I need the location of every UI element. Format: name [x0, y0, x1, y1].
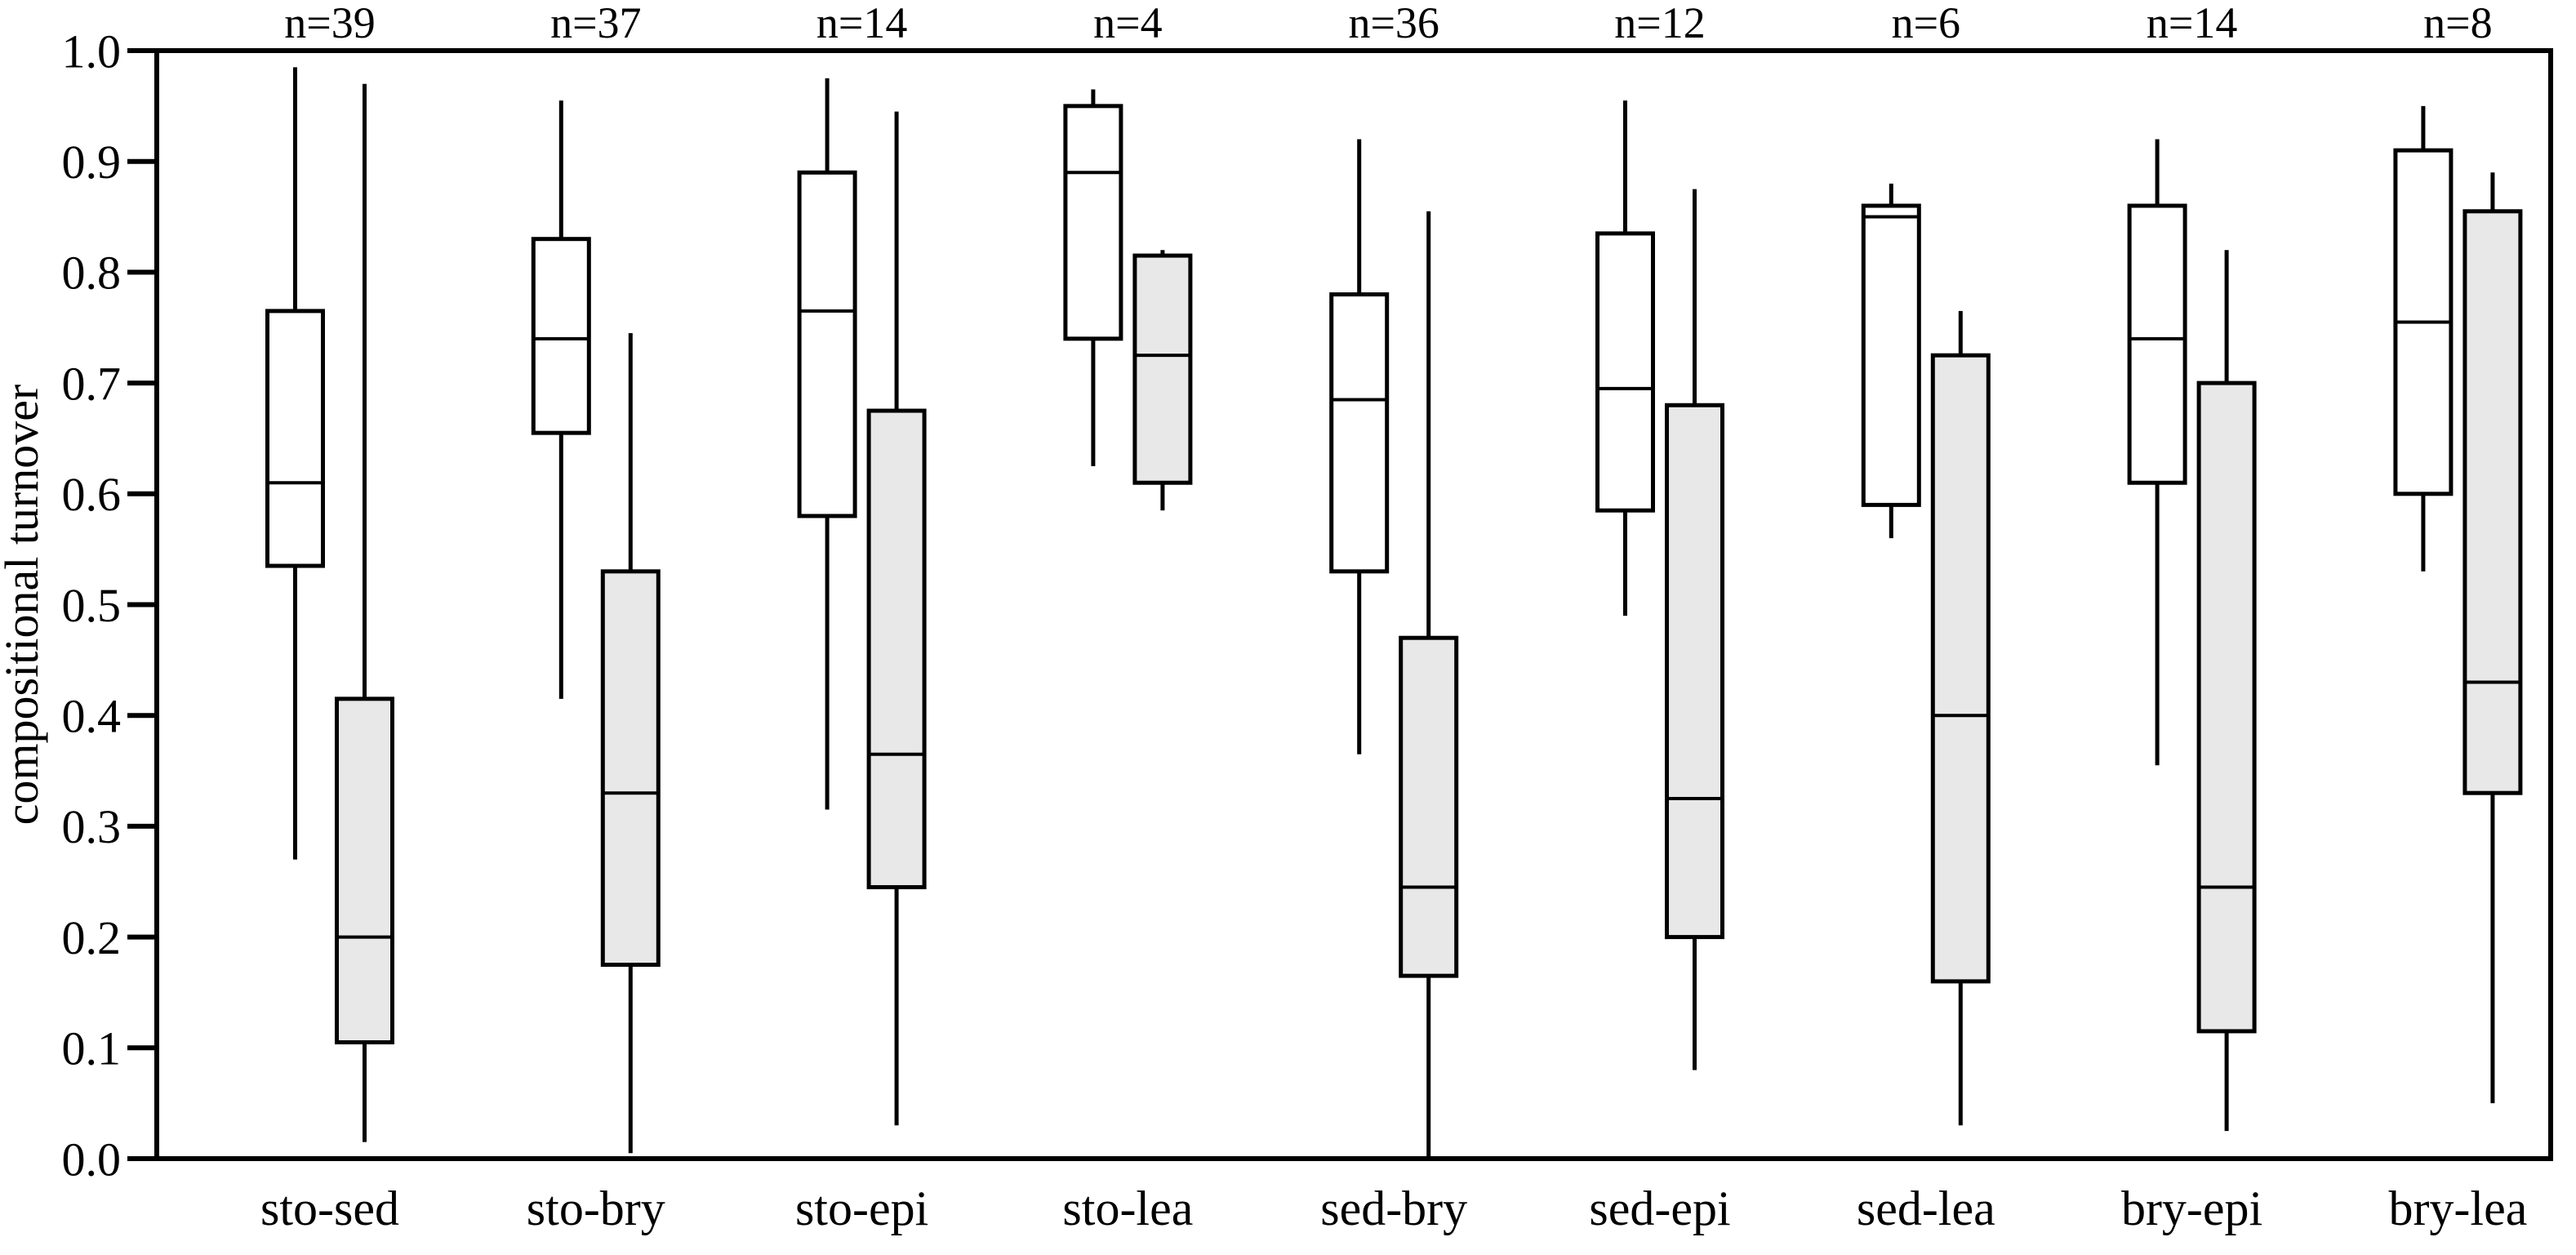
n-count-label: n=37 — [550, 0, 641, 47]
x-axis-tick-label: bry-lea — [2388, 1182, 2527, 1235]
n-count-label: n=8 — [2423, 0, 2492, 47]
box-white-boxes-sto-lea — [1063, 104, 1123, 341]
x-axis-tick-label: sto-lea — [1062, 1182, 1193, 1235]
box-gray-boxes-bry-lea — [2463, 209, 2523, 795]
box-white-boxes-sed-epi — [1595, 231, 1655, 513]
plot-frame — [154, 48, 2553, 1161]
n-count-label: n=6 — [1892, 0, 1960, 47]
y-axis-tick-label: 0.3 — [62, 800, 122, 853]
x-axis-tick-label: sto-bry — [527, 1182, 665, 1235]
box-gray-boxes-sto-sed — [335, 696, 394, 1045]
box-white-boxes-sto-bry — [531, 237, 591, 435]
box-gray-boxes-sed-epi — [1665, 403, 1724, 940]
x-axis-tick-label: sed-epi — [1589, 1182, 1730, 1235]
y-axis-tick-label: 0.1 — [62, 1022, 122, 1075]
x-axis-tick-label: sed-lea — [1857, 1182, 1995, 1235]
y-axis-tick-label: 0.9 — [62, 136, 122, 189]
box-gray-boxes-sed-lea — [1930, 353, 1991, 984]
y-axis-tick-label: 0.5 — [62, 579, 122, 632]
y-axis-title: compositional turnover — [0, 385, 48, 826]
y-axis-tick-label: 0.4 — [62, 690, 122, 743]
y-axis-tick-label: 1.0 — [62, 24, 122, 78]
box-white-boxes-sed-bry — [1329, 292, 1390, 574]
box-gray-boxes-sto-bry — [600, 569, 661, 968]
n-count-label: n=39 — [284, 0, 375, 47]
box-white-boxes-bry-epi — [2127, 203, 2187, 485]
y-axis-tick-label: 0.7 — [62, 357, 122, 410]
n-count-label: n=4 — [1093, 0, 1162, 47]
y-axis-tick-label: 0.2 — [62, 911, 122, 964]
box-white-boxes-sto-sed — [265, 309, 325, 568]
box-white-boxes-sto-epi — [797, 170, 857, 518]
n-count-label: n=14 — [816, 0, 907, 47]
x-axis-tick-label: bry-epi — [2121, 1182, 2262, 1235]
x-axis-tick-label: sed-bry — [1320, 1182, 1467, 1235]
box-gray-boxes-sed-bry — [1399, 635, 1459, 978]
y-axis-tick-label: 0.0 — [62, 1133, 122, 1186]
box-white-boxes-sed-lea — [1861, 203, 1921, 507]
x-axis-tick-label: sto-epi — [795, 1182, 928, 1235]
y-axis-tick-label: 0.8 — [62, 247, 122, 300]
n-count-label: n=12 — [1614, 0, 1705, 47]
n-count-label: n=14 — [2147, 0, 2237, 47]
box-gray-boxes-sto-epi — [866, 408, 927, 890]
box-gray-boxes-sto-lea — [1132, 253, 1193, 485]
x-axis-tick-label: sto-sed — [260, 1182, 399, 1235]
box-gray-boxes-bry-epi — [2196, 381, 2257, 1034]
y-axis-tick-label: 0.6 — [62, 468, 122, 521]
n-count-label: n=36 — [1348, 0, 1439, 47]
